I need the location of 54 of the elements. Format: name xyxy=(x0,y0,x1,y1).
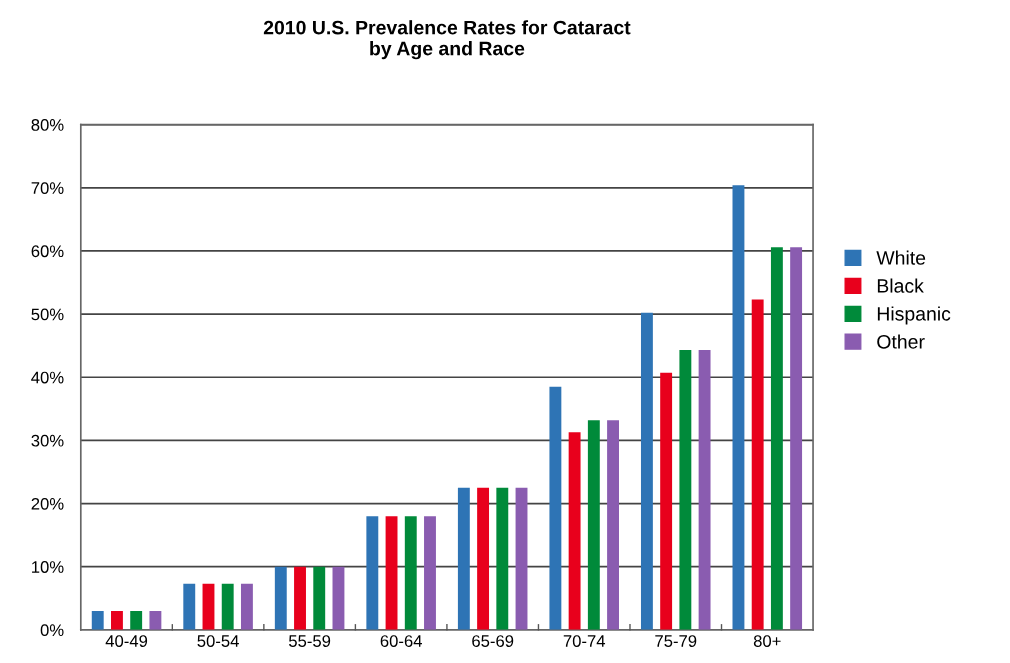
legend-label: Other xyxy=(877,334,925,349)
bar xyxy=(607,420,619,630)
x-tick-label: 60-64 xyxy=(380,635,422,647)
bar xyxy=(240,583,253,630)
bar xyxy=(202,583,215,630)
bar xyxy=(515,487,528,630)
x-tick-label: 70-74 xyxy=(563,635,606,647)
bar xyxy=(751,299,764,630)
chart-title: 2010 U.S. Prevalence Rates for Cataract by Age and Race xyxy=(263,20,631,60)
y-tick-label: 30% xyxy=(31,434,64,447)
bar xyxy=(660,372,673,630)
bar xyxy=(221,583,234,630)
bar xyxy=(457,487,470,630)
bar xyxy=(568,432,581,630)
bar xyxy=(332,566,345,630)
bar xyxy=(149,610,162,630)
y-tick-label: 20% xyxy=(31,497,64,510)
x-tick-label: 50-54 xyxy=(197,635,239,647)
y-tick-label: 70% xyxy=(31,182,64,194)
x-tick-label: 75-79 xyxy=(655,635,697,647)
bar xyxy=(183,583,196,630)
bar xyxy=(366,516,379,630)
bar xyxy=(549,386,562,630)
bar xyxy=(111,610,123,630)
bar xyxy=(404,516,417,630)
legend-label: Black xyxy=(877,278,924,293)
bar xyxy=(274,566,287,630)
y-tick-label: 80% xyxy=(31,119,64,131)
bar xyxy=(698,350,711,630)
bar xyxy=(770,247,783,630)
bar xyxy=(385,516,398,630)
bar xyxy=(91,610,104,630)
bar xyxy=(732,185,745,630)
bar xyxy=(294,566,306,630)
legend-label: White xyxy=(876,250,926,265)
y-tick-label: 60% xyxy=(31,245,64,258)
bar xyxy=(130,610,143,630)
y-tick-label: 50% xyxy=(31,308,64,321)
y-tick-label: 0% xyxy=(40,624,64,637)
x-tick-label: 55-59 xyxy=(288,635,331,647)
y-tick-label: 40% xyxy=(31,371,64,384)
legend-label: Hispanic xyxy=(877,306,951,325)
x-tick-label: 40-49 xyxy=(105,635,148,647)
bar xyxy=(313,566,326,630)
bar xyxy=(640,312,653,630)
x-tick-label: 80+ xyxy=(753,635,781,647)
y-tick-label: 10% xyxy=(32,561,64,573)
bar xyxy=(790,247,803,630)
bar xyxy=(477,487,490,630)
x-tick-label: 65-69 xyxy=(472,635,514,647)
bar xyxy=(424,516,436,630)
bar xyxy=(496,487,509,630)
bar xyxy=(587,420,600,630)
bar xyxy=(679,350,692,630)
